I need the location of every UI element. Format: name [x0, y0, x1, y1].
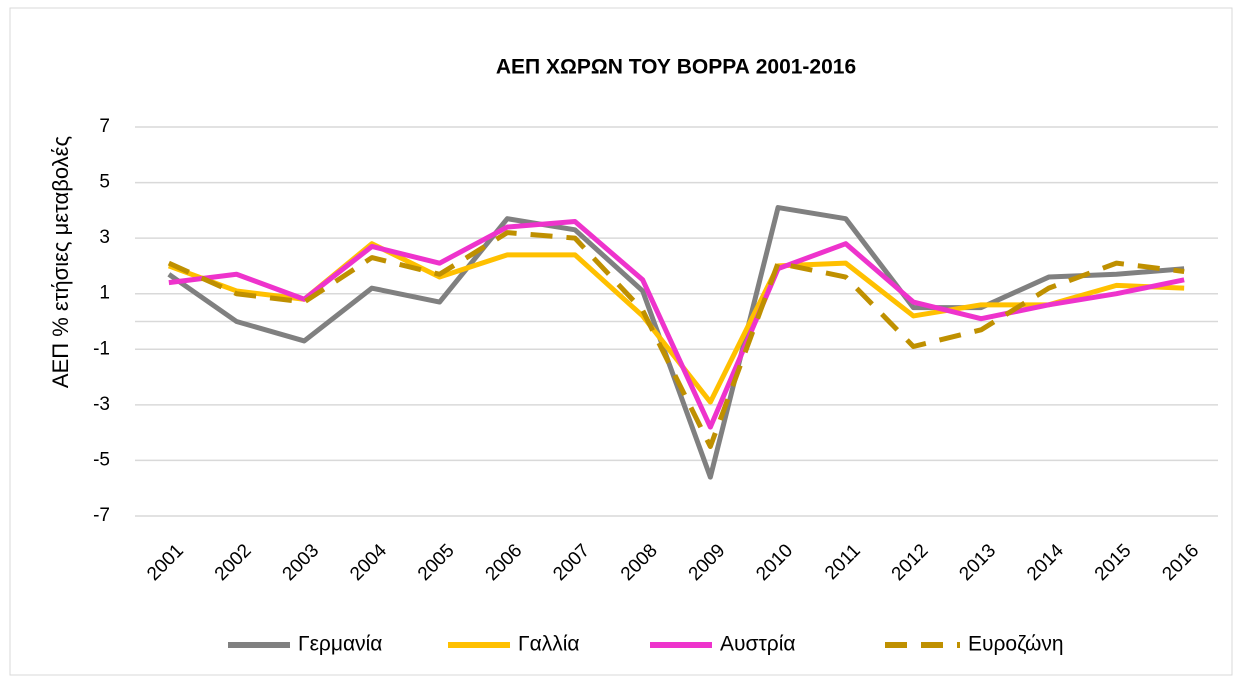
y-tick-label: -7 — [93, 505, 110, 526]
y-tick-label: 5 — [99, 172, 110, 193]
y-tick-label: 3 — [99, 227, 110, 248]
y-axis-label: ΑΕΠ % ετήσιες μεταβολές — [48, 136, 73, 388]
legend-label: Γερμανία — [298, 633, 382, 656]
series-line — [167, 230, 1185, 450]
y-tick-label: 1 — [99, 283, 110, 304]
legend-label: Ευροζώνη — [968, 633, 1064, 656]
y-tick-label: -3 — [93, 394, 110, 415]
chart-border — [9, 7, 1233, 676]
y-tick-label: 7 — [99, 116, 110, 137]
legend-label: Αυστρία — [720, 633, 796, 656]
chart-title: ΑΕΠ ΧΩΡΩΝ ΤΟΥ ΒΟΡΡΑ 2001-2016 — [496, 56, 856, 79]
y-tick-label: -1 — [93, 338, 110, 359]
y-tick-label: -5 — [93, 449, 110, 470]
legend-label: Γαλλία — [518, 633, 580, 656]
